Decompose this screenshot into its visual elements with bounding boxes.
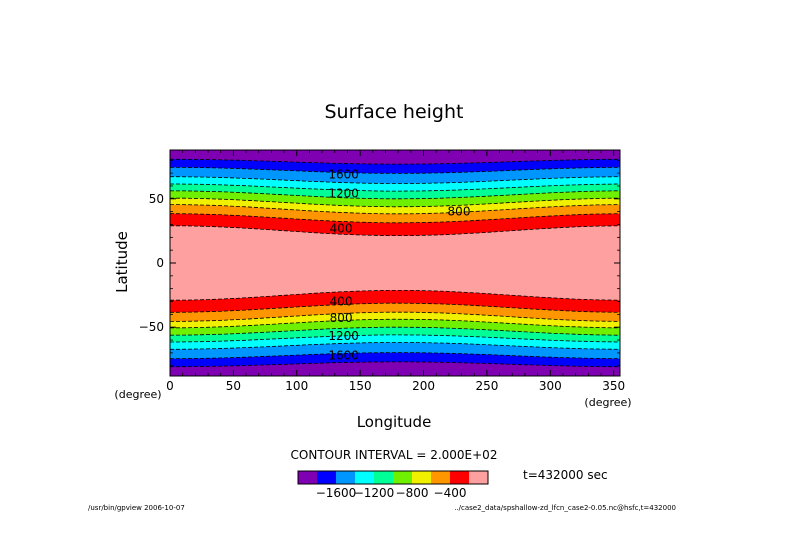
contour-interval-label: CONTOUR INTERVAL = 2.000E+02 bbox=[291, 448, 498, 462]
colorbar-frame bbox=[297, 470, 489, 485]
colorbar-swatch bbox=[450, 471, 469, 484]
contour-line-south bbox=[170, 342, 621, 350]
x-tick-label: 250 bbox=[475, 379, 498, 393]
contour-label: 1600 bbox=[328, 167, 359, 181]
contour-band-south bbox=[170, 263, 620, 301]
colorbar-swatch bbox=[412, 471, 431, 484]
colorbar-swatch bbox=[374, 471, 393, 484]
contour-line-south bbox=[170, 302, 621, 313]
contour-label: 800 bbox=[448, 205, 471, 219]
contour-line-south bbox=[170, 334, 621, 343]
contour-line-north bbox=[170, 213, 621, 224]
contour-label: 1600 bbox=[328, 348, 359, 362]
x-axis-title: Longitude bbox=[357, 413, 432, 431]
contour-line-south bbox=[169, 326, 621, 336]
contour-label: 800 bbox=[330, 311, 353, 325]
colorbar-swatch bbox=[469, 471, 488, 484]
contour-line-south bbox=[170, 289, 621, 301]
x-axis-unit: (degree) bbox=[584, 396, 631, 409]
x-tick-label: 150 bbox=[349, 379, 372, 393]
chart-title: Surface height bbox=[325, 101, 464, 123]
colorbar-swatch bbox=[393, 471, 412, 484]
contour-label: 400 bbox=[330, 221, 353, 235]
contour-line-north bbox=[170, 176, 621, 184]
contour-line-north bbox=[170, 197, 620, 208]
contour-line-south bbox=[170, 311, 621, 322]
y-axis-title: Latitude bbox=[113, 231, 131, 293]
y-axis-unit: (degree) bbox=[114, 388, 161, 401]
colorbar-swatch bbox=[317, 471, 336, 484]
contour-band-north bbox=[170, 225, 620, 263]
plot-area: 1600 1200 800 400 400 800 1200 1600 bbox=[169, 149, 621, 377]
y-axis: −50 0 50 bbox=[139, 159, 620, 367]
y-tick-label: 50 bbox=[149, 192, 164, 206]
contour-line-south bbox=[170, 318, 620, 329]
x-tick-label: 200 bbox=[412, 379, 435, 393]
contour-line-south bbox=[169, 352, 621, 360]
contour-bands bbox=[170, 150, 620, 376]
colorbar-tick-label: −1600 bbox=[316, 486, 357, 500]
contour-line-north bbox=[170, 183, 621, 192]
x-tick-label: 350 bbox=[602, 379, 625, 393]
contour-label: 1200 bbox=[328, 187, 359, 201]
colorbar-tick-label: −800 bbox=[396, 486, 429, 500]
footer-left: /usr/bin/gpview 2006-10-07 bbox=[88, 504, 185, 512]
colorbar-swatch bbox=[431, 471, 450, 484]
y-tick-label: 0 bbox=[156, 256, 164, 270]
time-label: t=432000 sec bbox=[523, 468, 608, 482]
contour-label: 1200 bbox=[328, 329, 359, 343]
colorbar bbox=[297, 470, 489, 485]
colorbar-tick-label: −400 bbox=[434, 486, 467, 500]
contour-lines bbox=[169, 158, 621, 368]
x-tick-label: 300 bbox=[539, 379, 562, 393]
colorbar-swatch bbox=[298, 471, 317, 484]
x-tick-label: 100 bbox=[285, 379, 308, 393]
contour-line-south bbox=[169, 361, 620, 368]
y-tick-label: −50 bbox=[139, 320, 164, 334]
contour-labels: 1600 1200 800 400 400 800 1200 1600 bbox=[328, 167, 470, 362]
x-axis: 0 50 100 150 200 250 300 350 bbox=[166, 150, 625, 393]
colorbar-tick-label: −1200 bbox=[354, 486, 395, 500]
contour-label: 400 bbox=[330, 295, 353, 309]
colorbar-tick-labels: −1600−1200 −800 −400 bbox=[316, 486, 467, 500]
contour-line-north bbox=[170, 204, 621, 215]
contour-line-north bbox=[169, 190, 621, 200]
contour-line-north bbox=[170, 225, 621, 237]
colorbar-swatch bbox=[355, 471, 374, 484]
x-tick-label: 50 bbox=[226, 379, 241, 393]
contour-line-north bbox=[169, 158, 620, 165]
x-tick-label: 0 bbox=[166, 379, 174, 393]
contour-line-north bbox=[169, 166, 621, 174]
colorbar-swatch bbox=[336, 471, 355, 484]
footer-right: ../case2_data/spshallow-zd_lfcn_case2-0.… bbox=[454, 504, 676, 512]
